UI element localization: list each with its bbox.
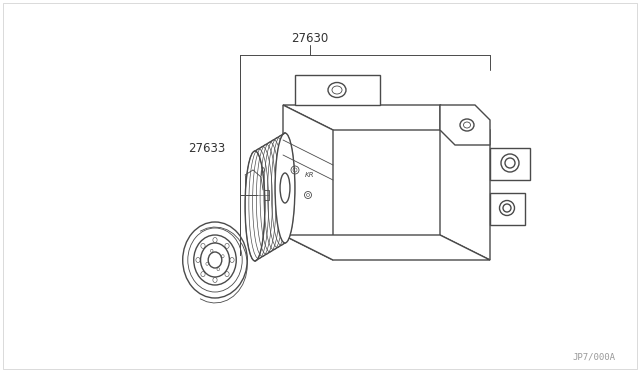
Text: 27633: 27633 [188,141,225,154]
Ellipse shape [499,201,515,215]
Text: KR: KR [305,172,315,178]
Polygon shape [440,105,490,145]
Polygon shape [295,75,380,105]
Polygon shape [490,148,530,180]
Ellipse shape [182,222,247,298]
Ellipse shape [275,133,295,243]
Polygon shape [440,105,490,260]
Polygon shape [283,105,333,260]
Ellipse shape [501,154,519,172]
Polygon shape [490,193,525,225]
Polygon shape [283,105,490,130]
Text: JP7/000A: JP7/000A [572,353,615,362]
Text: 27630: 27630 [291,32,328,45]
Ellipse shape [245,151,265,261]
Ellipse shape [280,173,290,203]
Polygon shape [283,235,490,260]
